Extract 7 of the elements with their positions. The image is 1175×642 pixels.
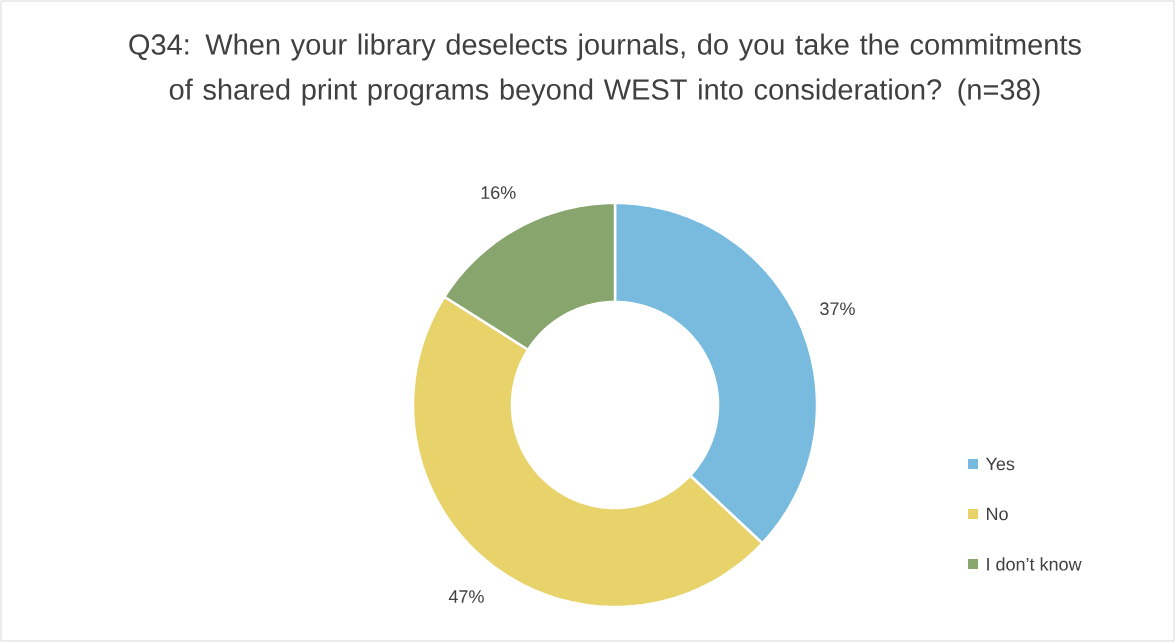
data-label: 37%: [820, 302, 855, 316]
legend-label: No: [987, 507, 1008, 521]
chart-title: Q34: When your library deselects journals, do you take the commitments of shared print programs beyond WEST into consideration? (n=38): [129, 33, 1081, 106]
data-label: 16%: [481, 186, 516, 199]
legend-label: Yes: [985, 457, 1015, 471]
data-label: 47%: [448, 590, 484, 603]
legend-label: I don’t know: [987, 557, 1082, 571]
